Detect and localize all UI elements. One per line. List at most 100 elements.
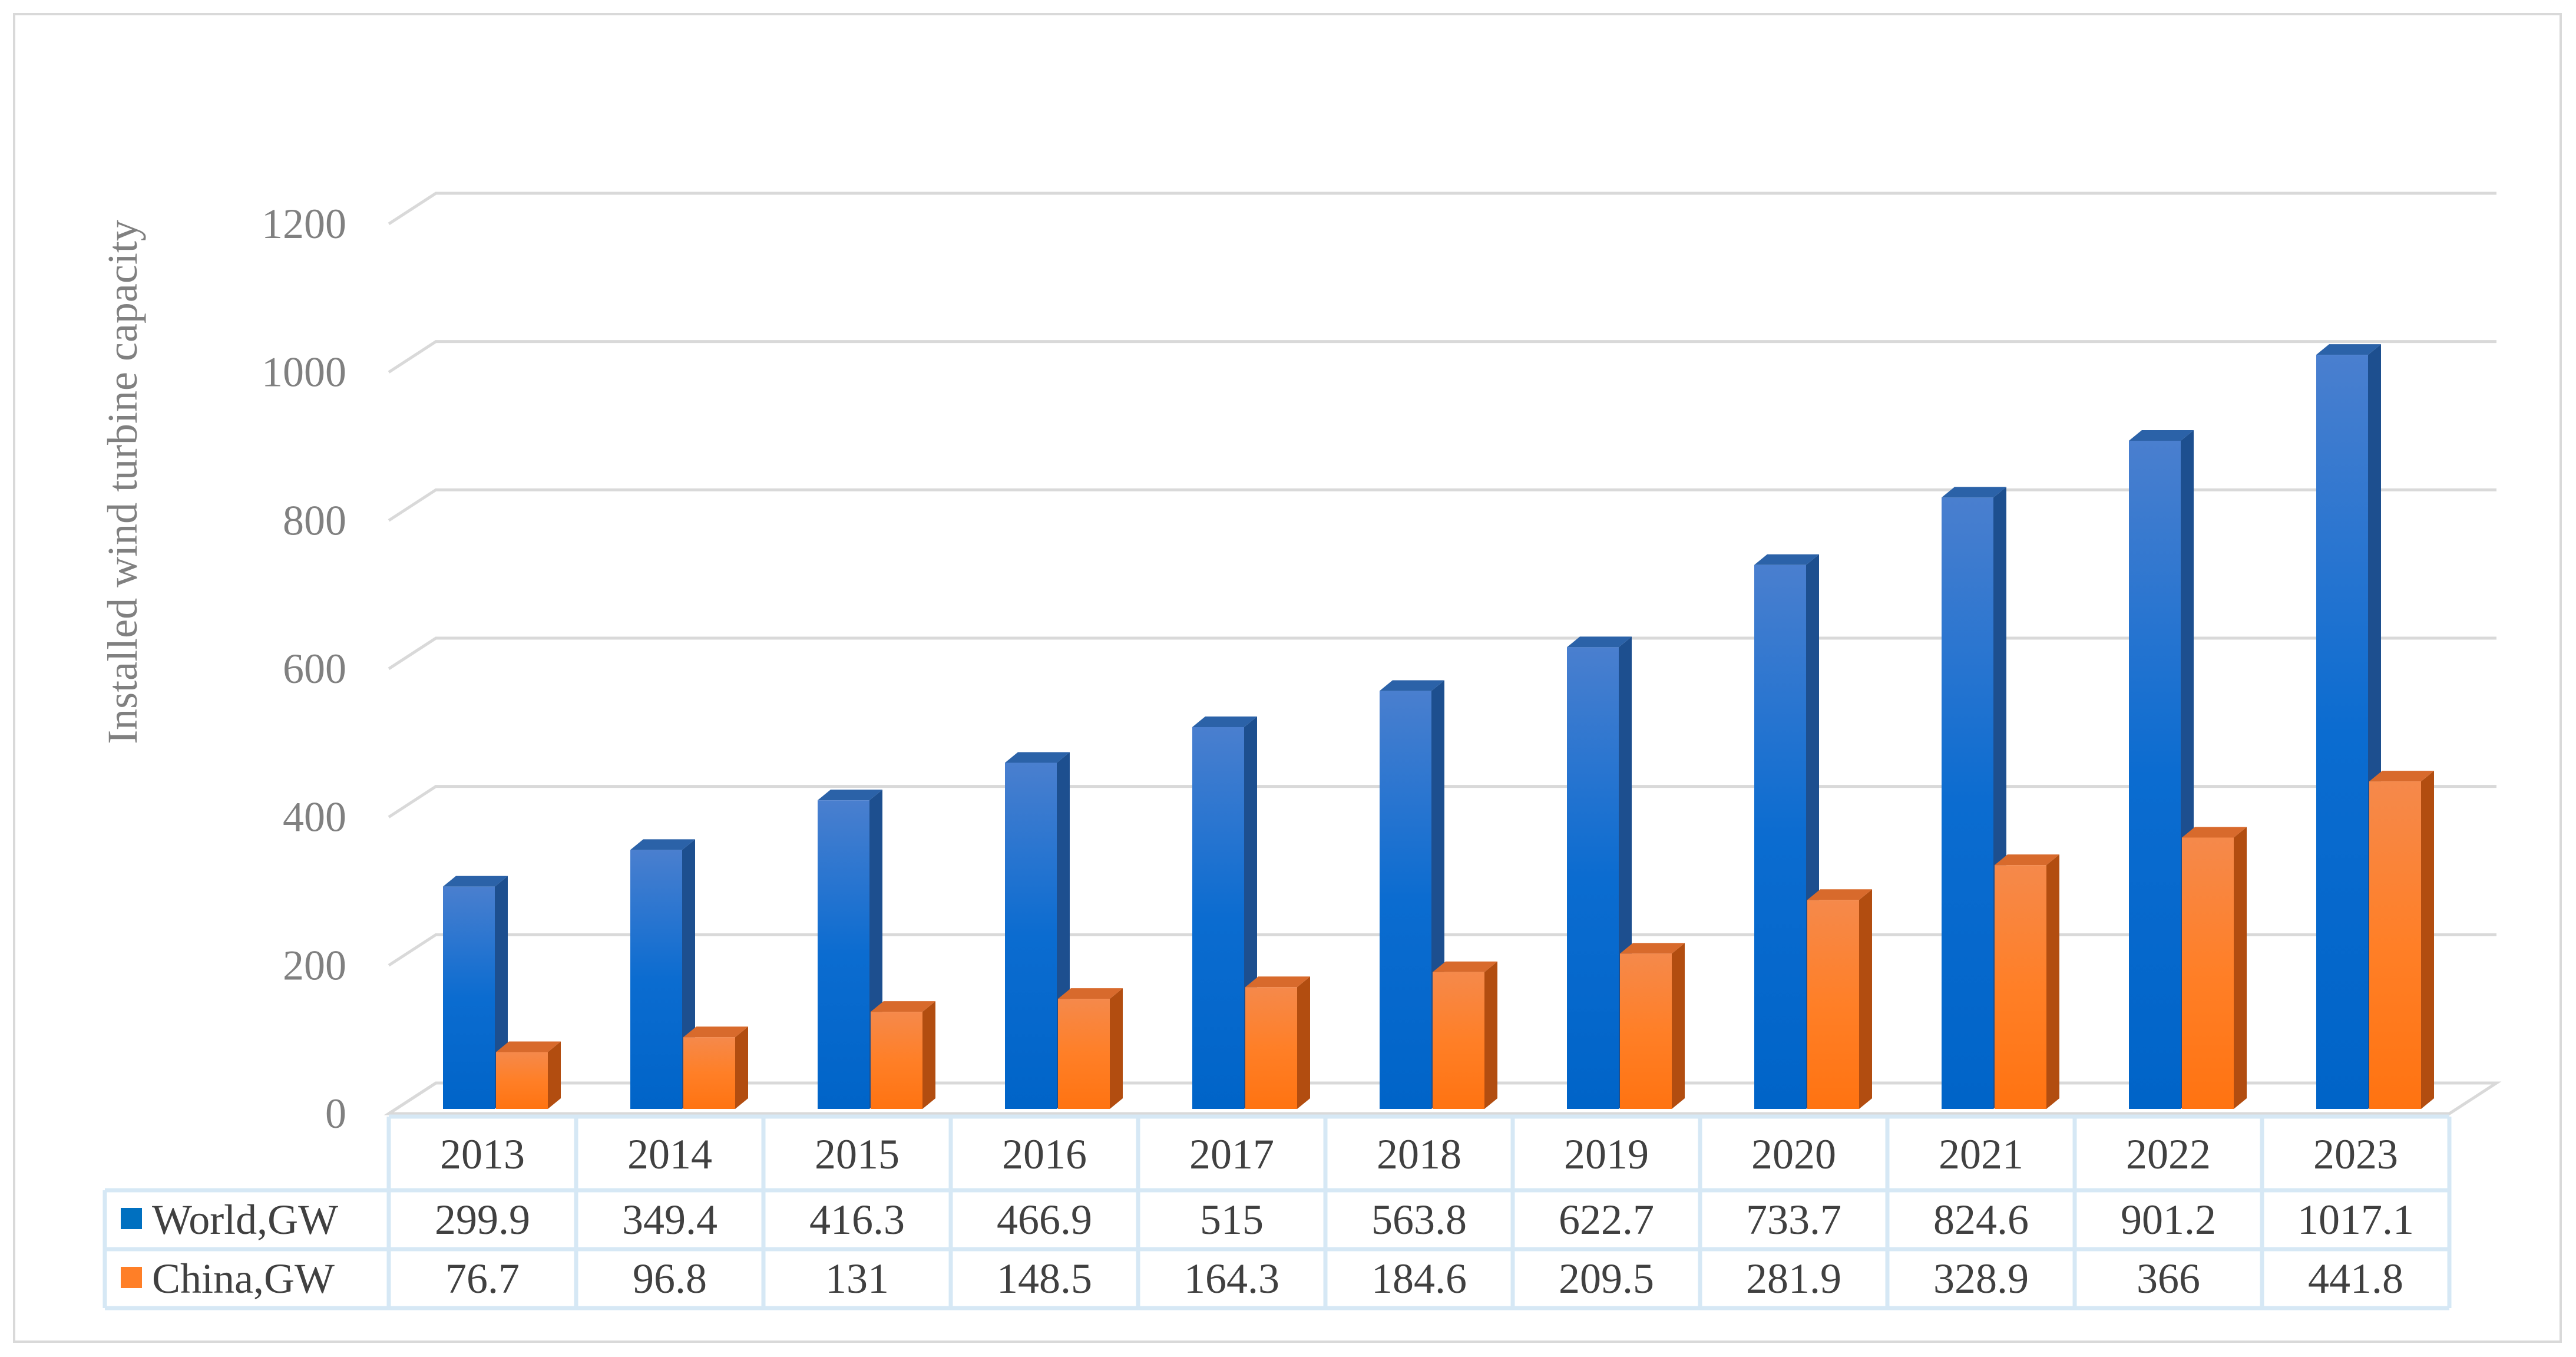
bar-front (2182, 837, 2234, 1109)
x-tick-label: 2016 (1002, 1131, 1087, 1178)
y-axis-tick-labels: 0 200 400 600 800 1000 1200 (262, 200, 346, 1137)
x-tick-label: 2014 (627, 1131, 712, 1178)
bar-side (1672, 943, 1685, 1109)
data-label: 466.9 (997, 1196, 1092, 1243)
x-tick-label: 2018 (1377, 1131, 1461, 1178)
bar-side (548, 1041, 561, 1109)
bars (443, 344, 2434, 1109)
bar-front (630, 850, 682, 1109)
bar-side (1859, 889, 1872, 1109)
x-tick-label: 2019 (1564, 1131, 1649, 1178)
y-tick-label: 800 (283, 497, 346, 544)
data-label: 563.8 (1371, 1196, 1467, 1243)
bar-top (1620, 943, 1685, 954)
bar-front (2316, 355, 2368, 1109)
data-label: 299.9 (435, 1196, 530, 1243)
bar-top (871, 1001, 935, 1012)
bar-front (443, 886, 495, 1109)
bar-front (1058, 999, 1110, 1109)
bar-top (443, 876, 508, 887)
bar-top (1995, 854, 2059, 866)
y-tick-label: 1000 (262, 349, 346, 396)
bar-front (1995, 865, 2046, 1109)
data-label: 416.3 (809, 1196, 905, 1243)
bar-front (683, 1037, 735, 1109)
bar-front (818, 800, 869, 1109)
data-label: 96.8 (633, 1255, 707, 1302)
bar-top (2316, 344, 2381, 355)
bar-front (2129, 440, 2181, 1109)
data-label: 733.7 (1746, 1196, 1841, 1243)
data-label: 515 (1200, 1196, 1264, 1243)
data-label: 349.4 (622, 1196, 717, 1243)
bar (1807, 889, 1872, 1109)
bar (2369, 771, 2434, 1109)
x-tick-label: 2015 (815, 1131, 900, 1178)
bar-front (1005, 762, 1057, 1109)
bar-top (818, 790, 882, 801)
data-label: 148.5 (997, 1255, 1092, 1302)
bar-top (1433, 961, 1497, 972)
legend-entry: World,GW (152, 1196, 338, 1243)
bar (683, 1026, 748, 1109)
data-label: 1017.1 (2297, 1196, 2414, 1243)
bar (1058, 988, 1123, 1109)
bar-top (2182, 827, 2247, 838)
data-table: 2013 2014 2015 2016 2017 2018 2019 2020 2021 2022… (102, 1114, 2452, 1310)
bar-front (1807, 900, 1859, 1109)
series-china (496, 771, 2434, 1109)
bar-side (2234, 827, 2247, 1109)
bar-front (1380, 691, 1431, 1109)
bar (1620, 943, 1685, 1109)
data-label: 366 (2137, 1255, 2200, 1302)
bar (2182, 827, 2247, 1109)
y-tick-label: 1200 (262, 200, 346, 247)
data-label: 901.2 (2121, 1196, 2216, 1243)
bar-top (1245, 976, 1310, 988)
bar (1433, 961, 1497, 1109)
bar-top (2369, 771, 2434, 782)
bar-front (1433, 972, 1484, 1109)
data-label: 328.9 (1933, 1255, 2029, 1302)
bar-front (1942, 497, 1993, 1109)
bar-top (1192, 716, 1257, 727)
bar-top (630, 839, 695, 850)
data-label: 209.5 (1559, 1255, 1654, 1302)
bar (2129, 430, 2194, 1109)
bar-top (1754, 554, 1819, 565)
data-label: 622.7 (1559, 1196, 1654, 1243)
data-label: 441.8 (2308, 1255, 2403, 1302)
bar-top (496, 1041, 561, 1052)
bar-front (1192, 727, 1244, 1109)
bar-top (1807, 889, 1872, 900)
x-tick-label: 2023 (2313, 1131, 2398, 1178)
bar-top (1942, 487, 2006, 498)
x-tick-label: 2020 (1751, 1131, 1836, 1178)
gridline (388, 192, 2496, 226)
bar-front (1245, 987, 1297, 1109)
bar-top (1005, 752, 1070, 763)
gridline (388, 340, 2496, 374)
x-tick-label: 2017 (1189, 1131, 1274, 1178)
bar (1245, 976, 1310, 1109)
data-label: 131 (825, 1255, 889, 1302)
y-tick-label: 600 (283, 645, 346, 692)
bar-side (1297, 976, 1310, 1109)
bar-side (2046, 854, 2059, 1109)
x-tick-label: 2022 (2126, 1131, 2211, 1178)
legend-key (121, 1208, 142, 1229)
bar-front (2369, 781, 2421, 1109)
bar-side (1110, 988, 1123, 1109)
data-label: 76.7 (445, 1255, 520, 1302)
x-tick-label: 2021 (1939, 1131, 2023, 1178)
y-tick-label: 200 (283, 942, 346, 989)
bar-top (2129, 430, 2194, 441)
bar (871, 1001, 935, 1109)
bar-side (735, 1026, 748, 1109)
bar-top (1380, 680, 1444, 691)
data-label: 184.6 (1371, 1255, 1467, 1302)
data-label: 824.6 (1933, 1196, 2029, 1243)
gridline (388, 488, 2496, 522)
bar-front (871, 1012, 922, 1109)
bar (496, 1041, 561, 1109)
